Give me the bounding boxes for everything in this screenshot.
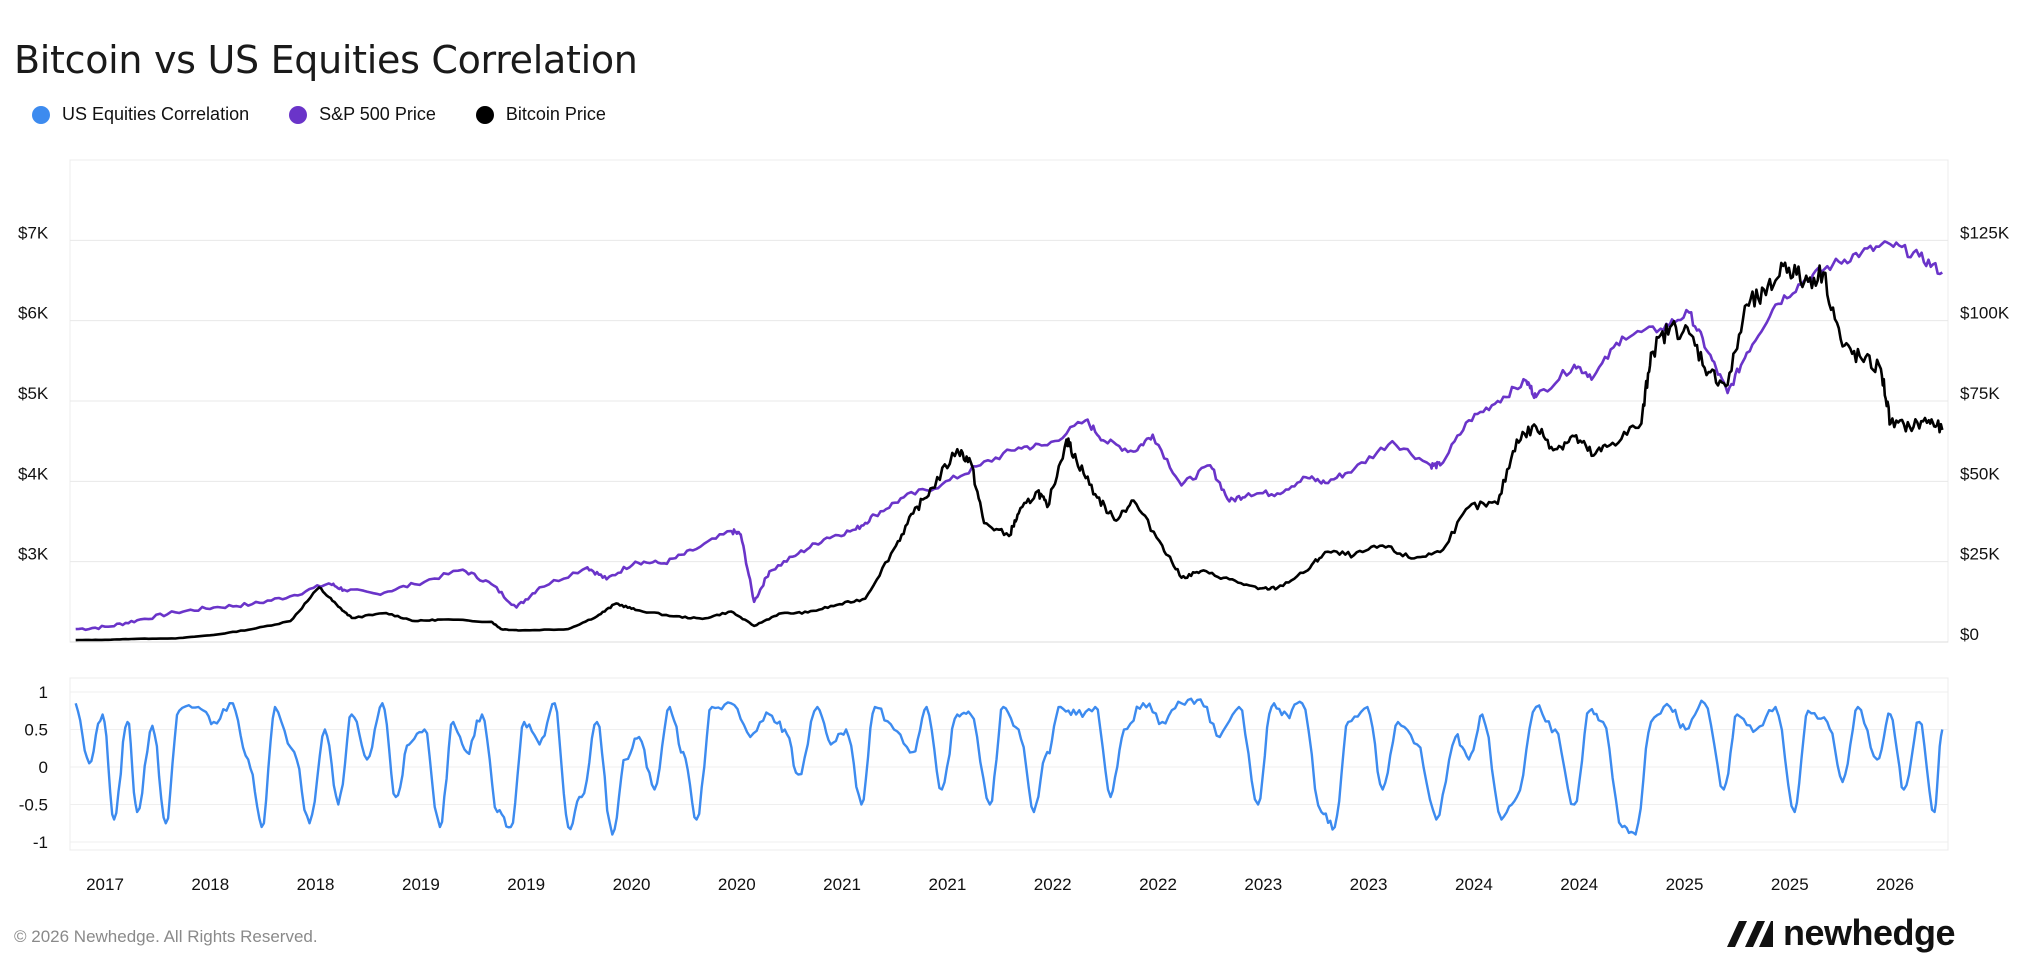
brand-name: newhedge <box>1783 912 1956 953</box>
right-axis-tick-label: $125K <box>1960 223 2010 242</box>
right-axis-tick-label: $0 <box>1960 625 1979 644</box>
x-axis-tick-label: 2022 <box>1139 875 1177 894</box>
x-axis-tick-label: 2020 <box>718 875 756 894</box>
x-axis-tick-label: 2018 <box>191 875 229 894</box>
x-axis-tick-label: 2019 <box>402 875 440 894</box>
right-axis-tick-label: $25K <box>1960 545 2000 564</box>
legend-label-sp500: S&P 500 Price <box>319 104 436 124</box>
legend: US Equities Correlation S&P 500 Price Bi… <box>32 104 646 125</box>
legend-dot-bitcoin <box>475 105 494 124</box>
left-axis-tick-label: $5K <box>18 384 49 403</box>
left-axis-tick-label: $4K <box>18 464 49 483</box>
correlation-axis-tick-label: 0.5 <box>24 721 48 740</box>
x-axis-tick-label: 2026 <box>1876 875 1914 894</box>
copyright-footer: © 2026 Newhedge. All Rights Reserved. <box>14 927 318 946</box>
sp500-price-line <box>75 240 1943 632</box>
bitcoin-price-line <box>75 261 1944 642</box>
x-axis-tick-label: 2017 <box>86 875 124 894</box>
left-axis-tick-label: $3K <box>18 545 49 564</box>
x-axis-tick-label: 2023 <box>1350 875 1388 894</box>
x-axis-tick-label: 2025 <box>1771 875 1809 894</box>
legend-dot-correlation <box>32 105 50 124</box>
x-axis-tick-label: 2023 <box>1244 875 1282 894</box>
legend-item-sp500[interactable]: S&P 500 Price <box>289 104 436 125</box>
legend-label-bitcoin: Bitcoin Price <box>505 104 606 124</box>
price-panel: $0 $25K $50K $75K $100K $125K $3K $4K $5K $6K $7K <box>18 159 2010 644</box>
x-axis-tick-label: 2022 <box>1034 875 1072 894</box>
correlation-axis-tick-label: -0.5 <box>19 796 48 815</box>
chart-canvas[interactable]: $0$25K$50K$75K$100K$125K$3K$4K$5K$6K$7K … <box>0 0 2025 900</box>
legend-label-correlation: US Equities Correlation <box>62 104 250 124</box>
x-axis-tick-label: 2021 <box>823 875 861 894</box>
correlation-axis-tick-label: -1 <box>33 833 48 852</box>
legend-item-bitcoin[interactable]: Bitcoin Price <box>475 104 606 125</box>
correlation-axis-tick-label: 0 <box>39 758 48 777</box>
x-axis-tick-label: 2020 <box>613 875 651 894</box>
right-axis-tick-label: $75K <box>1960 384 2000 403</box>
chart-title: Bitcoin vs US Equities Correlation <box>14 38 638 82</box>
correlation-axis-tick-label: 1 <box>39 683 48 702</box>
left-axis-tick-label: $7K <box>18 223 49 242</box>
newhedge-logo[interactable]: newhedge <box>1725 912 1956 954</box>
x-axis-tick-label: 2024 <box>1560 875 1598 894</box>
correlation-panel-frame <box>69 677 1949 851</box>
newhedge-logo-mark-icon <box>1727 921 1773 947</box>
x-axis-tick-label: 2018 <box>297 875 335 894</box>
x-axis-tick-label: 2025 <box>1666 875 1704 894</box>
right-axis-tick-label: $50K <box>1960 464 2000 483</box>
correlation-line <box>74 697 1944 836</box>
x-axis-tick-label: 2021 <box>928 875 966 894</box>
left-axis-tick-label: $6K <box>18 304 49 323</box>
correlation-panel: -1 -0.5 0 0.5 1 2017 2018 2018 2019 2019 2020 2020 2… <box>19 677 1949 894</box>
legend-dot-sp500 <box>289 105 308 124</box>
legend-item-correlation[interactable]: US Equities Correlation <box>32 104 249 125</box>
x-axis-tick-label: 2019 <box>507 875 545 894</box>
right-axis-tick-label: $100K <box>1960 304 2010 323</box>
x-axis-tick-label: 2024 <box>1455 875 1493 894</box>
